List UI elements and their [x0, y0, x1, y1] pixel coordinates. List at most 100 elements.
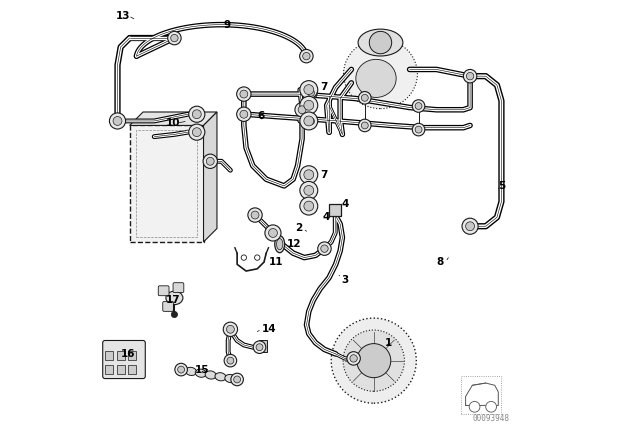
Circle shape	[332, 318, 417, 403]
Ellipse shape	[225, 375, 236, 383]
Circle shape	[206, 157, 214, 165]
FancyBboxPatch shape	[128, 365, 136, 374]
FancyBboxPatch shape	[116, 365, 125, 374]
Circle shape	[304, 170, 314, 180]
Ellipse shape	[356, 60, 396, 98]
Circle shape	[224, 354, 237, 367]
Text: 10: 10	[165, 118, 180, 128]
Text: 9: 9	[224, 20, 231, 30]
Text: 17: 17	[165, 295, 180, 305]
Circle shape	[300, 112, 317, 130]
Circle shape	[317, 242, 332, 255]
Circle shape	[178, 366, 184, 373]
FancyBboxPatch shape	[116, 351, 125, 360]
Circle shape	[241, 255, 246, 260]
Ellipse shape	[195, 369, 206, 377]
Text: 7: 7	[320, 170, 328, 180]
Circle shape	[486, 401, 497, 412]
Circle shape	[295, 103, 309, 117]
Circle shape	[356, 344, 391, 378]
Circle shape	[240, 110, 248, 118]
Circle shape	[251, 211, 259, 219]
Circle shape	[171, 34, 178, 42]
Circle shape	[300, 197, 317, 215]
FancyBboxPatch shape	[173, 283, 184, 293]
Circle shape	[300, 96, 317, 114]
Circle shape	[189, 124, 205, 140]
Circle shape	[415, 103, 422, 109]
Circle shape	[300, 81, 317, 99]
Circle shape	[304, 100, 314, 110]
Circle shape	[193, 110, 201, 119]
Ellipse shape	[175, 366, 187, 374]
Circle shape	[369, 31, 392, 54]
Text: 16: 16	[121, 349, 135, 359]
Ellipse shape	[276, 238, 283, 250]
Circle shape	[303, 52, 310, 60]
Circle shape	[237, 107, 251, 121]
Circle shape	[412, 123, 425, 136]
Circle shape	[255, 255, 260, 260]
FancyBboxPatch shape	[128, 351, 136, 360]
Circle shape	[466, 222, 474, 231]
Circle shape	[227, 357, 234, 364]
Text: 8: 8	[436, 257, 444, 267]
Circle shape	[248, 208, 262, 222]
Text: 2: 2	[296, 224, 303, 233]
Text: 13: 13	[116, 11, 131, 21]
Circle shape	[343, 330, 404, 391]
Ellipse shape	[215, 373, 226, 381]
Circle shape	[189, 106, 205, 122]
Text: 1: 1	[385, 338, 392, 348]
Circle shape	[203, 154, 218, 168]
Circle shape	[350, 355, 357, 362]
Text: 5: 5	[499, 181, 506, 191]
Circle shape	[223, 322, 237, 336]
Circle shape	[231, 373, 243, 386]
Circle shape	[358, 91, 371, 104]
Text: 7: 7	[320, 82, 328, 92]
FancyBboxPatch shape	[158, 286, 169, 296]
Ellipse shape	[166, 291, 183, 305]
Circle shape	[362, 122, 368, 129]
Text: 3: 3	[342, 275, 349, 285]
Circle shape	[463, 69, 477, 83]
Circle shape	[265, 225, 281, 241]
Circle shape	[308, 89, 314, 96]
Circle shape	[256, 344, 263, 351]
Ellipse shape	[358, 29, 403, 56]
Circle shape	[305, 115, 317, 128]
Circle shape	[113, 116, 122, 125]
Ellipse shape	[344, 39, 417, 109]
Ellipse shape	[205, 371, 216, 379]
Circle shape	[253, 341, 266, 353]
FancyBboxPatch shape	[163, 302, 173, 311]
Circle shape	[304, 185, 314, 195]
Circle shape	[321, 245, 328, 252]
Circle shape	[304, 85, 314, 95]
Text: 12: 12	[287, 239, 301, 249]
Circle shape	[347, 352, 360, 365]
Circle shape	[175, 363, 188, 376]
Circle shape	[172, 311, 177, 318]
Circle shape	[168, 31, 181, 45]
Circle shape	[304, 116, 314, 126]
Circle shape	[237, 87, 251, 101]
Circle shape	[308, 118, 314, 125]
Text: 4: 4	[342, 199, 349, 209]
Text: 14: 14	[262, 324, 276, 334]
Ellipse shape	[186, 367, 196, 375]
FancyBboxPatch shape	[130, 125, 204, 242]
Circle shape	[240, 90, 248, 98]
Text: 15: 15	[195, 365, 209, 375]
Circle shape	[227, 325, 234, 333]
Text: 00093948: 00093948	[472, 414, 509, 423]
Circle shape	[109, 113, 125, 129]
Circle shape	[300, 181, 317, 199]
Circle shape	[412, 100, 425, 112]
Text: 11: 11	[269, 257, 283, 267]
Circle shape	[305, 86, 317, 99]
Polygon shape	[204, 112, 217, 242]
Circle shape	[193, 128, 201, 137]
Circle shape	[362, 95, 368, 101]
